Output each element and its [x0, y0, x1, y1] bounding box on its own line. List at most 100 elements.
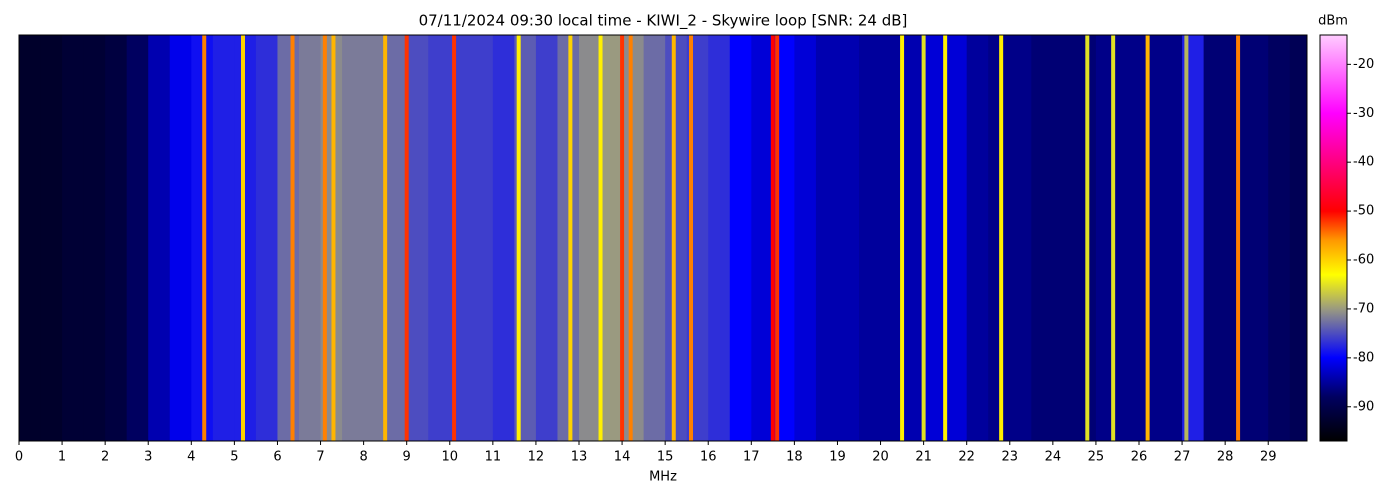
x-tick-label: 14: [614, 450, 631, 465]
spectrum-bin: [966, 35, 989, 441]
x-tick-label: 7: [316, 450, 324, 465]
spectrum-bin: [794, 35, 817, 441]
colorbar-tick-label: -80: [1353, 350, 1374, 365]
spectrum-bin: [255, 35, 278, 441]
plot-area: [19, 35, 1307, 441]
spectrum-bin: [1117, 35, 1140, 441]
x-tick-label: 20: [872, 450, 889, 465]
carrier: [1111, 35, 1116, 441]
spectrum-bin: [492, 35, 515, 441]
x-tick-label: 0: [15, 450, 23, 465]
carrier: [452, 35, 457, 441]
spectrum-bin: [579, 35, 602, 441]
x-tick-label: 28: [1217, 450, 1234, 465]
carrier: [516, 35, 521, 441]
x-tick-label: 2: [101, 450, 109, 465]
carrier: [322, 35, 327, 441]
spectrum-bin: [643, 35, 666, 441]
carrier: [1085, 35, 1090, 441]
x-tick-label: 21: [915, 450, 932, 465]
spectrum-bin: [212, 35, 235, 441]
spectrum-bin: [40, 35, 63, 441]
carrier: [568, 35, 573, 441]
x-axis-label: MHz: [649, 470, 677, 485]
carrier: [331, 35, 336, 441]
spectrum-bin: [535, 35, 558, 441]
x-tick-label: 25: [1088, 450, 1105, 465]
carrier: [1145, 35, 1150, 441]
spectrum-bin: [923, 35, 946, 441]
carrier: [1236, 35, 1241, 441]
carrier: [921, 35, 926, 441]
carrier: [628, 35, 633, 441]
spectrum-bin: [169, 35, 192, 441]
spectrum-bin: [126, 35, 149, 441]
spectrum-bin: [385, 35, 408, 441]
x-tick-label: 10: [441, 450, 458, 465]
carrier: [775, 35, 780, 441]
colorbar-tick-label: -50: [1353, 204, 1374, 219]
x-tick-label: 9: [403, 450, 411, 465]
colorbar-tick-label: -90: [1353, 399, 1374, 414]
spectrum-bin: [83, 35, 106, 441]
colorbar: [1319, 34, 1348, 442]
carrier: [671, 35, 676, 441]
carrier: [383, 35, 388, 441]
spectrum-bin: [1031, 35, 1054, 441]
x-tick-label: 11: [485, 450, 502, 465]
spectrum-bin: [277, 35, 300, 441]
carrier: [689, 35, 693, 441]
x-tick-label: 16: [700, 450, 717, 465]
colorbar-tick-label: -60: [1353, 253, 1374, 268]
plot-frame: [18, 34, 1308, 442]
spectrum-bin: [105, 35, 128, 441]
x-tick-label: 15: [657, 450, 674, 465]
spectrum-bin: [1139, 35, 1162, 441]
x-tick-label: 1: [58, 450, 66, 465]
carrier: [999, 35, 1004, 441]
carrier: [404, 35, 409, 441]
x-tick-label: 23: [1001, 450, 1018, 465]
spectrum-bin: [148, 35, 171, 441]
x-tick-label: 4: [187, 450, 195, 465]
carrier: [1184, 35, 1189, 441]
spectrum-bin: [19, 35, 42, 441]
carrier: [620, 35, 625, 441]
x-tick-label: 27: [1174, 450, 1191, 465]
spectrum-bin: [837, 35, 860, 441]
x-tick-label: 22: [958, 450, 975, 465]
carrier: [241, 35, 245, 441]
spectrum-bin: [471, 35, 494, 441]
x-tick-label: 13: [571, 450, 588, 465]
x-tick-label: 17: [743, 450, 760, 465]
spectrum-bin: [406, 35, 429, 441]
spectrum-bin: [1160, 35, 1183, 441]
spectrum-bin: [600, 35, 623, 441]
x-tick-label: 8: [359, 450, 367, 465]
spectrum-bin: [1009, 35, 1032, 441]
spectrum-bin: [880, 35, 903, 441]
x-tick-label: 26: [1131, 450, 1148, 465]
spectrum-bin: [428, 35, 451, 441]
spectrum-bin: [622, 35, 645, 441]
spectrum-bin: [815, 35, 838, 441]
spectrum-bin: [1246, 35, 1269, 441]
spectrum-bin: [234, 35, 257, 441]
colorbar-tick-label: -40: [1353, 155, 1374, 170]
carrier: [943, 35, 948, 441]
x-tick-label: 12: [528, 450, 545, 465]
carrier: [770, 35, 775, 441]
spectrum-bin: [342, 35, 365, 441]
spectrum-bin: [1289, 35, 1307, 441]
spectrum-bin: [751, 35, 774, 441]
spectrum-bin: [1052, 35, 1075, 441]
colorbar-tick-label: -70: [1353, 301, 1374, 316]
chart-title: 07/11/2024 09:30 local time - KIWI_2 - S…: [419, 12, 908, 31]
x-tick-label: 5: [230, 450, 238, 465]
carrier: [598, 35, 603, 441]
spectrum-bin: [729, 35, 752, 441]
x-tick-label: 3: [144, 450, 152, 465]
carrier: [290, 35, 295, 441]
x-tick-label: 6: [273, 450, 281, 465]
